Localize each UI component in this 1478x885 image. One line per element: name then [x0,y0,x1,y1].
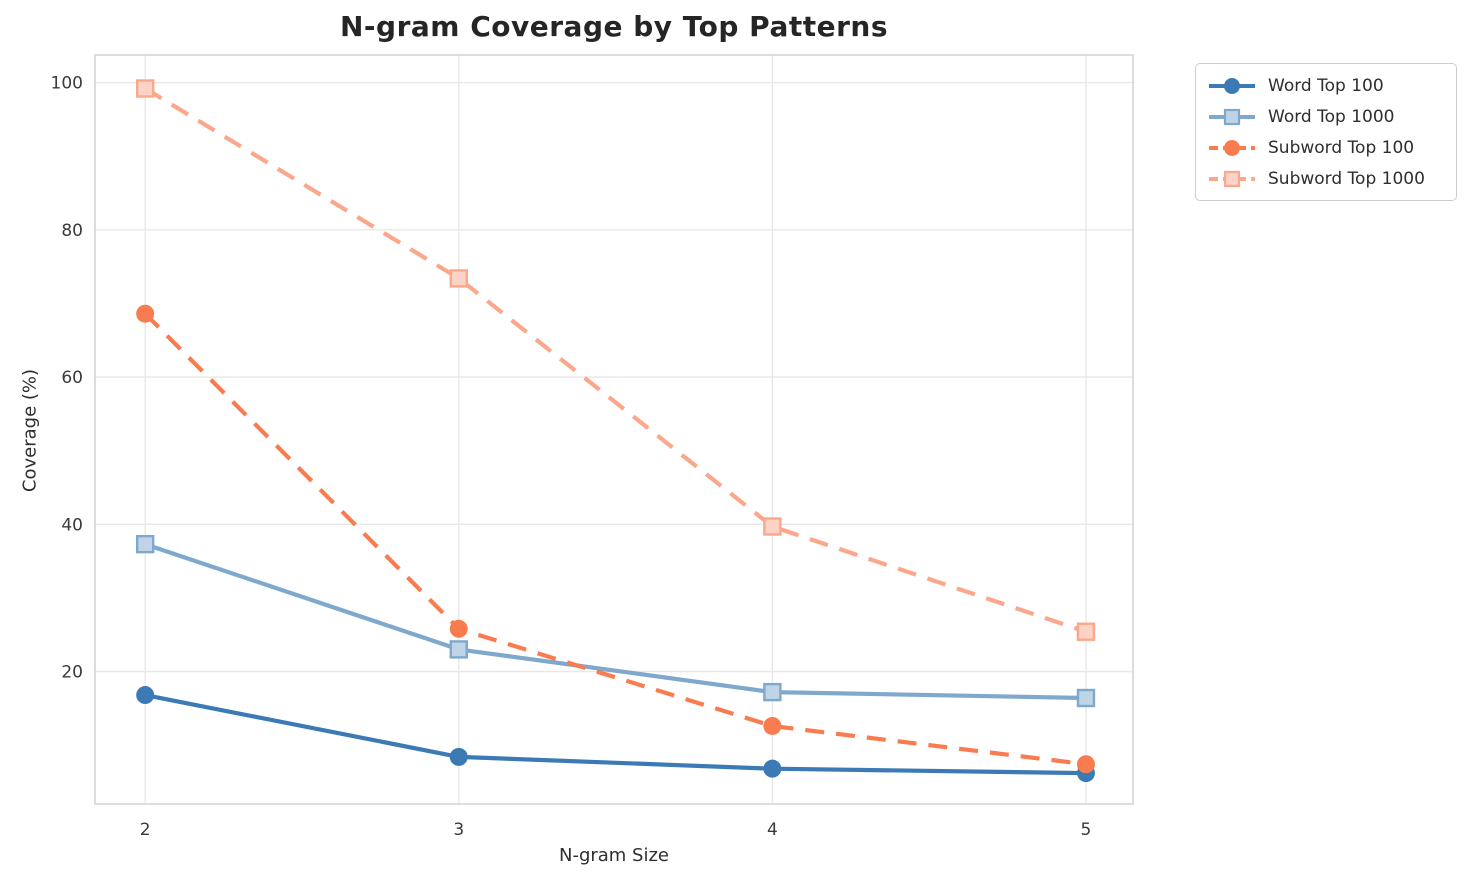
x-tick-label: 3 [453,820,464,840]
data-point-subword-top-1000 [763,517,782,536]
legend-item-word-top-1000: Word Top 1000 [1208,101,1444,132]
legend-swatch-subword-top-100 [1209,139,1255,156]
legend-marker-square-icon [1223,108,1241,125]
series-line-subword-top-100 [143,312,1087,767]
y-tick-label: 80 [61,221,83,241]
data-point-subword-top-100 [1076,755,1095,774]
legend-label: Word Top 1000 [1268,106,1395,127]
series-line-subword-top-1000 [144,86,1087,634]
data-point-subword-top-100 [136,304,155,323]
legend-marker-square-icon [1223,170,1241,187]
y-tick-label: 20 [61,662,83,682]
y-tick-label: 60 [61,368,83,388]
legend-item-word-top-100: Word Top 100 [1208,70,1444,101]
data-point-word-top-100 [449,747,468,766]
x-axis-label: N-gram Size [558,845,670,866]
legend-label: Word Top 100 [1268,75,1384,96]
legend-marker-circle-icon [1224,77,1240,94]
data-point-subword-top-100 [763,716,782,735]
data-point-subword-top-1000 [135,79,155,98]
legend: Word Top 100 Word Top 1000 Subword Top 100… [1195,63,1457,201]
data-point-word-top-1000 [135,534,155,554]
x-tick-label: 4 [767,820,778,840]
legend-swatch-subword-top-1000 [1209,170,1255,187]
data-point-subword-top-100 [449,619,468,638]
legend-swatch-word-top-1000 [1209,108,1255,125]
legend-swatch-word-top-100 [1209,77,1255,94]
data-point-word-top-1000 [1076,688,1096,708]
data-point-word-top-1000 [449,640,468,659]
data-point-word-top-100 [763,759,782,778]
y-axis-label: Coverage (%) [19,368,41,493]
data-point-word-top-1000 [763,682,782,702]
plot-border [94,54,1134,805]
y-tick-label: 40 [61,515,83,535]
data-point-subword-top-1000 [1076,622,1096,641]
data-point-word-top-100 [136,686,155,705]
x-tick-label: 2 [140,820,151,840]
legend-item-subword-top-1000: Subword Top 1000 [1208,163,1444,194]
chart-title: N-gram Coverage by Top Patterns [339,10,889,43]
legend-marker-circle-icon [1224,139,1240,156]
series-line-word-top-100 [144,693,1087,776]
y-tick-label: 100 [51,74,83,94]
data-point-subword-top-1000 [449,269,468,288]
series-line-word-top-1000 [144,542,1087,701]
legend-item-subword-top-100: Subword Top 100 [1208,132,1444,163]
x-tick-label: 5 [1081,820,1092,840]
legend-label: Subword Top 1000 [1268,168,1425,189]
legend-label: Subword Top 100 [1268,137,1415,158]
